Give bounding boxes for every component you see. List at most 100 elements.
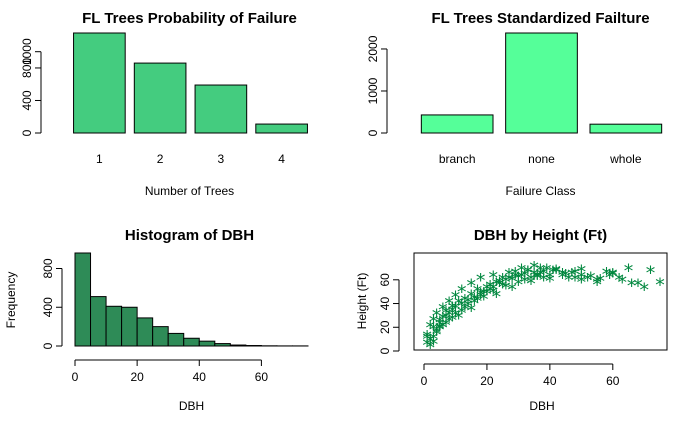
scatter-point: * bbox=[495, 273, 505, 295]
scatter-point: * bbox=[444, 294, 454, 316]
histogram-bar bbox=[198, 340, 216, 347]
scatter-point: * bbox=[526, 270, 536, 292]
x-tick-label: 40 bbox=[543, 374, 557, 388]
y-tick-label: 1000 bbox=[20, 38, 34, 65]
scatter-point: * bbox=[617, 272, 627, 294]
scatter-point: * bbox=[542, 260, 552, 282]
scatter-point: * bbox=[482, 279, 492, 301]
scatter-point: * bbox=[583, 270, 593, 292]
scatter-dbh-height: DBH by Height (Ft)**********************… bbox=[355, 227, 668, 413]
scatter-point: * bbox=[466, 276, 476, 298]
scatter-point: * bbox=[501, 272, 511, 294]
chart-title: FL Trees Standardized Failture bbox=[431, 10, 649, 27]
x-tick-label: 3 bbox=[218, 152, 225, 166]
scatter-point: * bbox=[545, 271, 555, 293]
scatter-point: * bbox=[533, 267, 543, 289]
scatter-point: * bbox=[457, 296, 467, 318]
scatter-point: * bbox=[577, 261, 587, 283]
x-tick-label: 60 bbox=[606, 374, 620, 388]
scatter-point: * bbox=[438, 317, 448, 339]
scatter-point: * bbox=[602, 264, 612, 286]
histogram-bar bbox=[74, 252, 92, 347]
scatter-point: * bbox=[592, 275, 602, 297]
scatter-point: * bbox=[520, 266, 530, 288]
scatter-points: ****************************************… bbox=[422, 258, 664, 360]
scatter-point: * bbox=[640, 279, 650, 301]
scatter-point: * bbox=[523, 263, 533, 285]
scatter-point: * bbox=[438, 309, 448, 331]
x-tick-label: none bbox=[528, 152, 555, 166]
x-axis-label: Number of Trees bbox=[145, 184, 234, 198]
histogram-bar bbox=[214, 343, 231, 347]
scatter-point: * bbox=[460, 291, 470, 313]
scatter-point: * bbox=[457, 303, 467, 325]
y-tick-label: 400 bbox=[20, 90, 34, 110]
scatter-point: * bbox=[545, 267, 555, 289]
scatter-point: * bbox=[608, 265, 618, 287]
scatter-point: * bbox=[454, 294, 464, 316]
histogram-bar bbox=[152, 326, 169, 347]
bar-chart-1: FL Trees Probability of Failure 1 2 3 4 0 400 8… bbox=[20, 10, 308, 198]
scatter-point: * bbox=[504, 265, 514, 287]
y-tick-label: 800 bbox=[41, 258, 55, 278]
scatter-point: * bbox=[536, 260, 546, 282]
scatter-point: * bbox=[466, 301, 476, 323]
histogram-bar bbox=[167, 332, 185, 347]
scatter-point: * bbox=[511, 267, 521, 289]
scatter-point: * bbox=[463, 296, 473, 318]
scatter-point: * bbox=[605, 267, 615, 289]
bar bbox=[73, 32, 126, 134]
y-tick-label: 1000 bbox=[366, 77, 380, 104]
scatter-point: * bbox=[441, 308, 451, 330]
scatter-point: * bbox=[426, 332, 436, 354]
histogram-bar bbox=[136, 317, 154, 347]
scatter-point: * bbox=[457, 282, 467, 304]
scatter-point: * bbox=[441, 315, 451, 337]
scatter-point: * bbox=[608, 266, 618, 288]
scatter-point: * bbox=[435, 320, 445, 342]
scatter-point: * bbox=[470, 294, 480, 316]
scatter-point: * bbox=[526, 273, 536, 295]
scatter-point: * bbox=[570, 270, 580, 292]
scatter-point: * bbox=[536, 265, 546, 287]
histogram-bar bbox=[183, 337, 200, 347]
scatter-point: * bbox=[470, 290, 480, 312]
chart-title: DBH by Height (Ft) bbox=[474, 227, 607, 244]
scatter-point: * bbox=[504, 270, 514, 292]
scatter-point: * bbox=[451, 298, 461, 320]
y-axis-label: Height (Ft) bbox=[355, 273, 369, 330]
scatter-point: * bbox=[476, 270, 486, 292]
scatter-point: * bbox=[435, 318, 445, 340]
scatter-point: * bbox=[435, 313, 445, 335]
y-tick-label: 0 bbox=[41, 342, 55, 349]
scatter-point: * bbox=[435, 315, 445, 337]
scatter-point: * bbox=[448, 302, 458, 324]
scatter-point: * bbox=[548, 263, 558, 285]
bar bbox=[133, 62, 187, 134]
x-tick-label: 40 bbox=[193, 370, 207, 384]
scatter-point: * bbox=[614, 270, 624, 292]
histogram-dbh: Histogram of DBH 0 20 40 60 0 400 800 DBH Frequen… bbox=[4, 227, 309, 413]
scatter-point: * bbox=[514, 275, 524, 297]
scatter-point: * bbox=[488, 283, 498, 305]
scatter-point: * bbox=[476, 288, 486, 310]
scatter-point: * bbox=[479, 289, 489, 311]
scatter-point: * bbox=[432, 323, 442, 345]
y-tick-label: 0 bbox=[366, 129, 380, 136]
scatter-point: * bbox=[529, 258, 539, 280]
scatter-point: * bbox=[539, 264, 549, 286]
scatter-point: * bbox=[558, 267, 568, 289]
scatter-point: * bbox=[422, 329, 432, 351]
scatter-point: * bbox=[438, 299, 448, 321]
bar bbox=[255, 123, 308, 134]
scatter-point: * bbox=[448, 310, 458, 332]
scatter-point: * bbox=[429, 311, 439, 333]
scatter-point: * bbox=[511, 264, 521, 286]
scatter-point: * bbox=[422, 327, 432, 349]
scatter-point: * bbox=[463, 292, 473, 314]
scatter-point: * bbox=[441, 303, 451, 325]
scatter-point: * bbox=[444, 305, 454, 327]
x-tick-label: 60 bbox=[255, 370, 269, 384]
y-tick-label: 400 bbox=[41, 297, 55, 317]
